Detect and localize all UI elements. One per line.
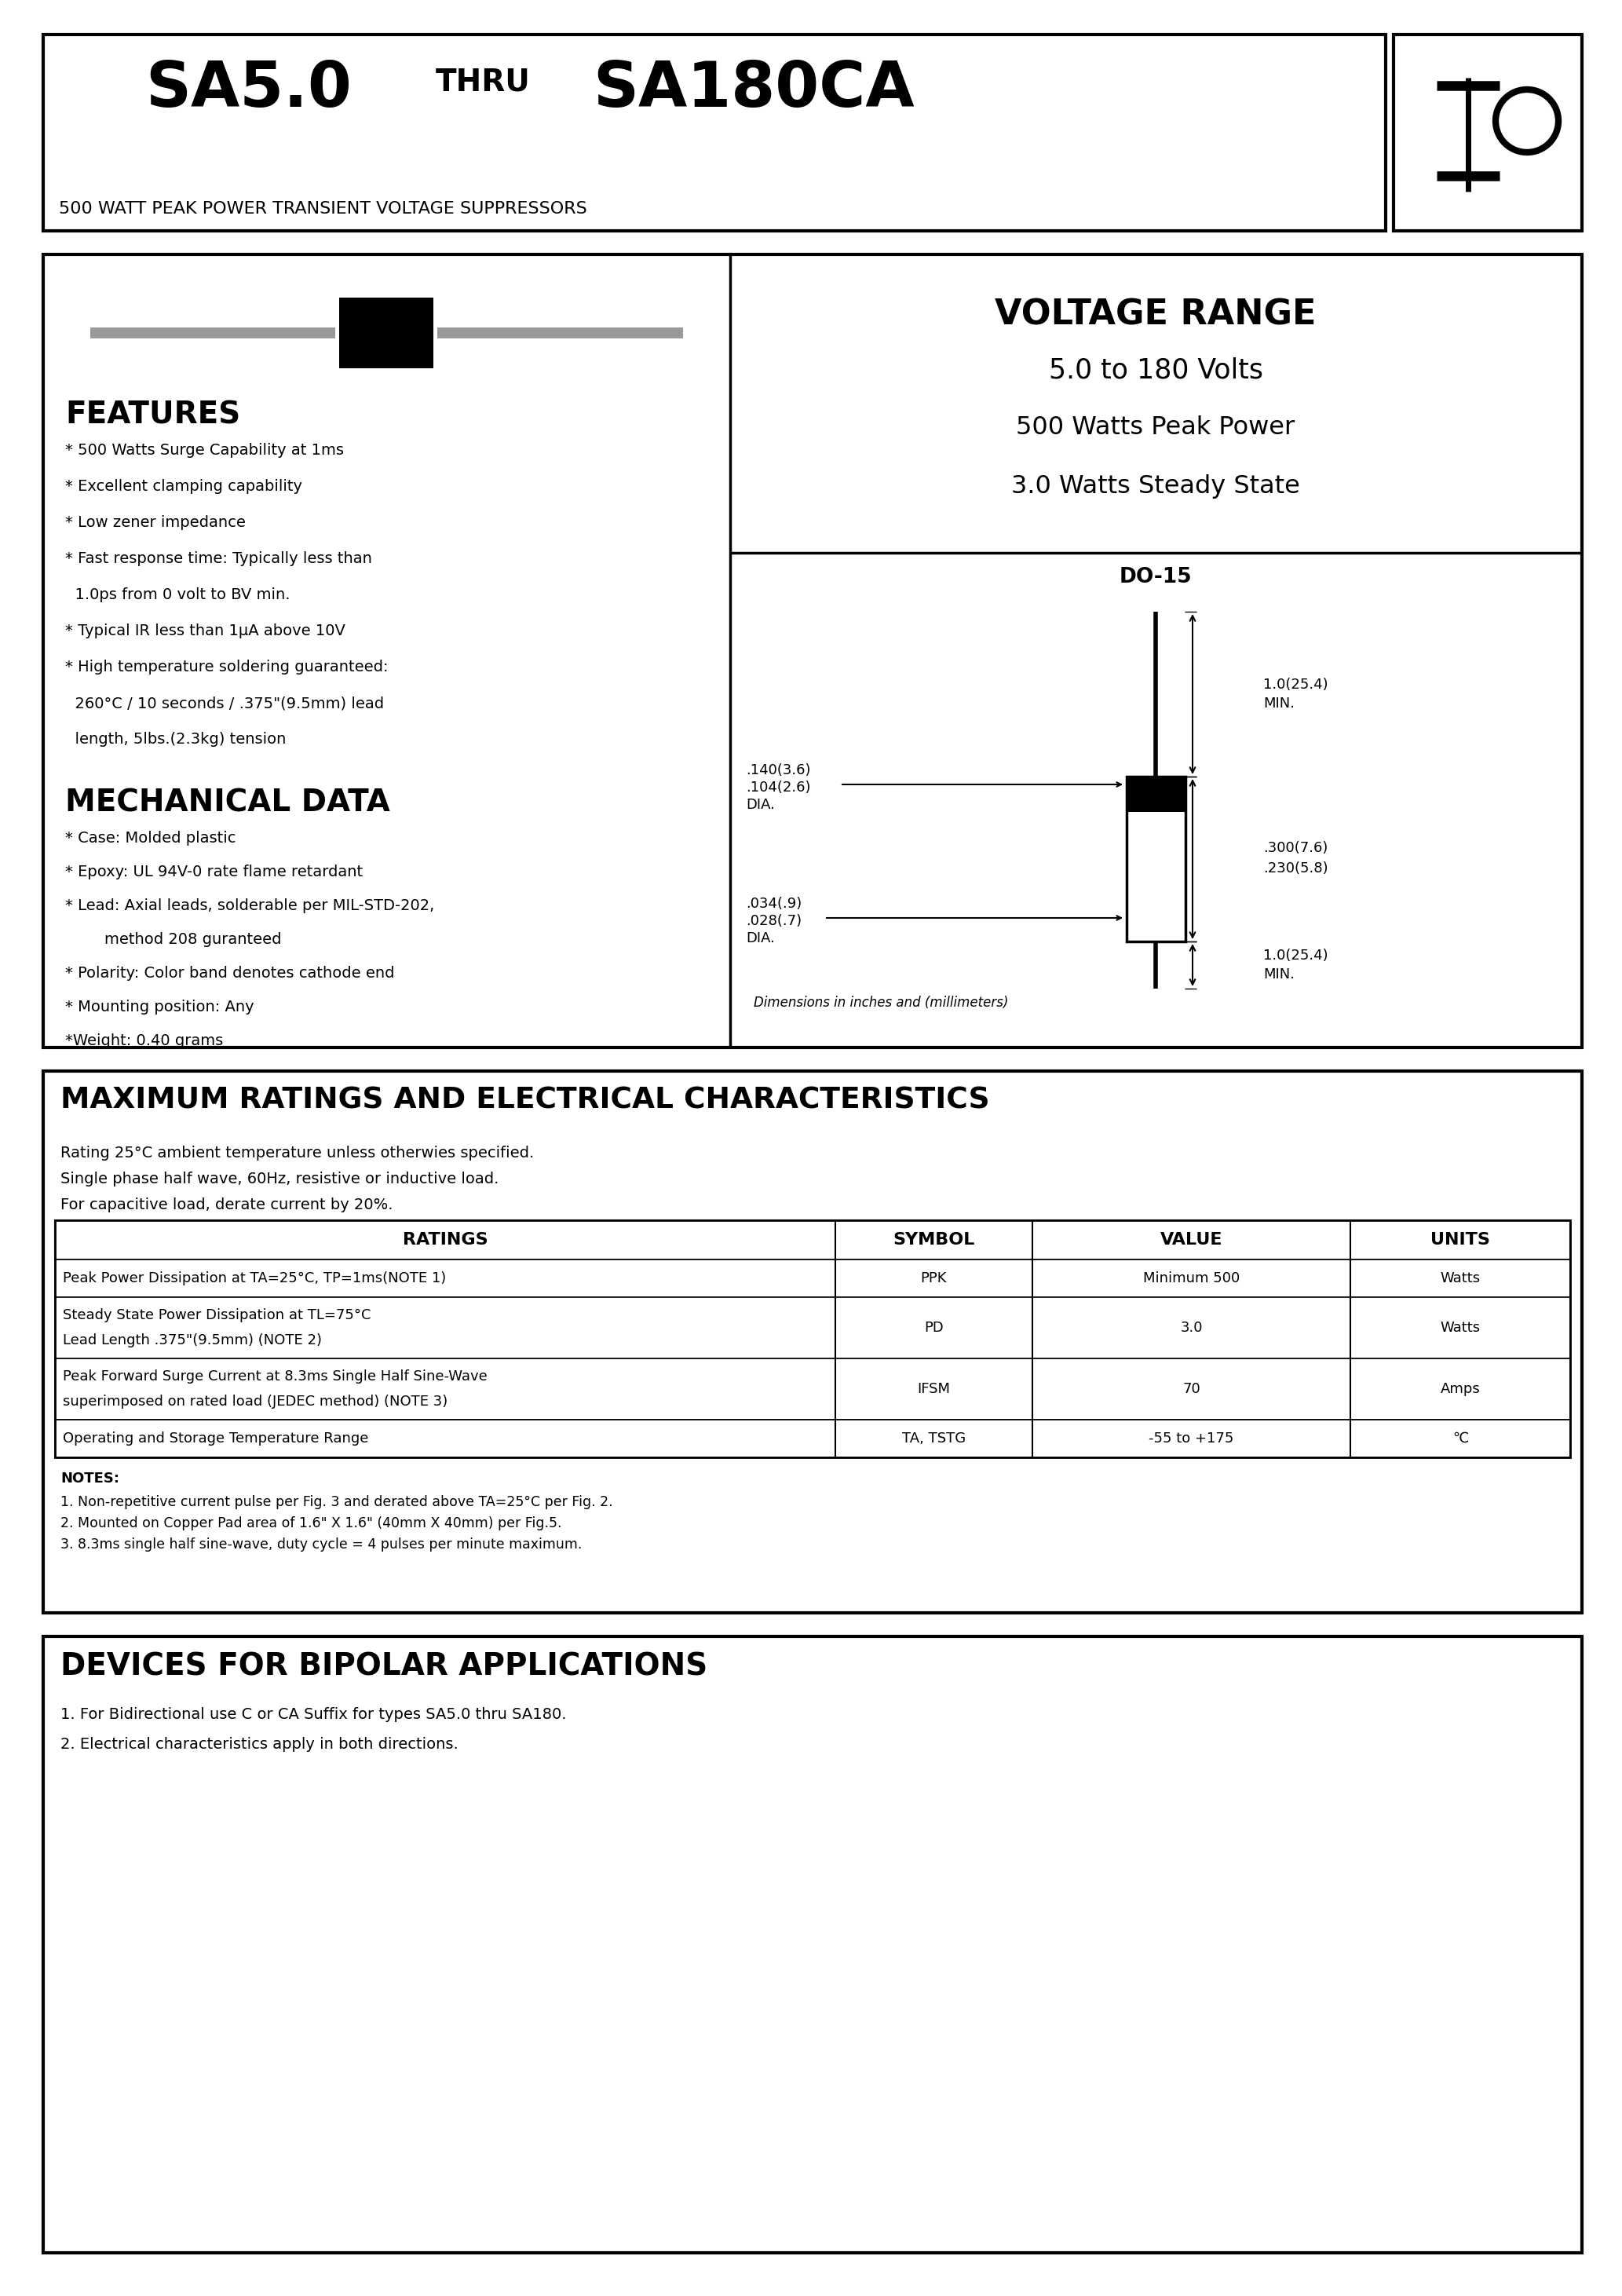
Text: 2. Mounted on Copper Pad area of 1.6" X 1.6" (40mm X 40mm) per Fig.5.: 2. Mounted on Copper Pad area of 1.6" X … [60,1515,561,1531]
Text: VOLTAGE RANGE: VOLTAGE RANGE [994,298,1317,331]
Text: 1.0(25.4): 1.0(25.4) [1264,948,1328,962]
Text: 1. Non-repetitive current pulse per Fig. 3 and derated above TA=25°C per Fig. 2.: 1. Non-repetitive current pulse per Fig.… [60,1495,613,1508]
Text: 2. Electrical characteristics apply in both directions.: 2. Electrical characteristics apply in b… [60,1736,459,1752]
Text: VALUE: VALUE [1160,1233,1223,1247]
Bar [1127,776,1186,941]
Text: * Fast response time: Typically less than: * Fast response time: Typically less tha… [65,551,371,567]
Text: MIN.: MIN. [1264,967,1294,980]
Text: length, 5lbs.(2.3kg) tension: length, 5lbs.(2.3kg) tension [65,732,285,746]
Text: Single phase half wave, 60Hz, resistive or inductive load.: Single phase half wave, 60Hz, resistive … [60,1171,500,1187]
Text: MECHANICAL DATA: MECHANICAL DATA [65,788,391,817]
Text: MIN.: MIN. [1264,696,1294,712]
Text: superimposed on rated load (JEDEC method) (NOTE 3): superimposed on rated load (JEDEC method… [63,1394,448,1410]
Text: ℃: ℃ [1452,1430,1468,1446]
Bar [44,34,1385,232]
Text: DIA.: DIA. [746,932,775,946]
Text: 500 Watts Peak Power: 500 Watts Peak Power [1017,416,1294,441]
Text: SA5.0: SA5.0 [146,60,352,119]
Text: MAXIMUM RATINGS AND ELECTRICAL CHARACTERISTICS: MAXIMUM RATINGS AND ELECTRICAL CHARACTER… [60,1086,989,1116]
Text: 3. 8.3ms single half sine-wave, duty cycle = 4 pulses per minute maximum.: 3. 8.3ms single half sine-wave, duty cyc… [60,1538,582,1552]
Text: NOTES:: NOTES: [60,1472,120,1486]
Bar [44,1637,1581,2252]
Text: 1.0ps from 0 volt to BV min.: 1.0ps from 0 volt to BV min. [65,588,290,602]
Bar [1393,34,1581,232]
Text: * Low zener impedance: * Low zener impedance [65,514,245,530]
Text: Steady State Power Dissipation at TL=75°C: Steady State Power Dissipation at TL=75°… [63,1309,371,1322]
Text: Lead Length .375"(9.5mm) (NOTE 2): Lead Length .375"(9.5mm) (NOTE 2) [63,1334,321,1348]
Text: * Case: Molded plastic: * Case: Molded plastic [65,831,235,845]
Text: Watts: Watts [1440,1320,1481,1334]
Text: FEATURES: FEATURES [65,400,240,429]
Text: PPK: PPK [921,1272,947,1286]
Text: 260°C / 10 seconds / .375"(9.5mm) lead: 260°C / 10 seconds / .375"(9.5mm) lead [65,696,384,712]
Text: SYMBOL: SYMBOL [892,1233,975,1247]
Bar [1127,776,1186,813]
Bar [55,1359,1570,1419]
Text: DIA.: DIA. [746,797,775,813]
Text: Rating 25°C ambient temperature unless otherwies specified.: Rating 25°C ambient temperature unless o… [60,1146,534,1159]
Bar [55,1219,1570,1458]
Text: IFSM: IFSM [918,1382,950,1396]
Text: Minimum 500: Minimum 500 [1144,1272,1239,1286]
Text: For capacitive load, derate current by 20%.: For capacitive load, derate current by 2… [60,1199,393,1212]
Text: Peak Forward Surge Current at 8.3ms Single Half Sine-Wave: Peak Forward Surge Current at 8.3ms Sing… [63,1368,487,1384]
Text: * Excellent clamping capability: * Excellent clamping capability [65,480,302,494]
Text: UNITS: UNITS [1431,1233,1491,1247]
Text: * Lead: Axial leads, solderable per MIL-STD-202,: * Lead: Axial leads, solderable per MIL-… [65,898,435,914]
Text: * Polarity: Color band denotes cathode end: * Polarity: Color band denotes cathode e… [65,967,394,980]
Text: Peak Power Dissipation at TA=25°C, TP=1ms(NOTE 1): Peak Power Dissipation at TA=25°C, TP=1m… [63,1272,446,1286]
Text: *Weight: 0.40 grams: *Weight: 0.40 grams [65,1033,224,1049]
Text: .300(7.6): .300(7.6) [1264,840,1328,854]
Text: TA, TSTG: TA, TSTG [902,1430,965,1446]
Text: SA180CA: SA180CA [592,60,915,119]
Text: DEVICES FOR BIPOLAR APPLICATIONS: DEVICES FOR BIPOLAR APPLICATIONS [60,1653,707,1683]
Text: PD: PD [925,1320,944,1334]
Text: * Typical IR less than 1μA above 10V: * Typical IR less than 1μA above 10V [65,625,345,638]
Text: RATINGS: RATINGS [402,1233,488,1247]
Text: .230(5.8): .230(5.8) [1264,861,1328,875]
Bar [44,255,1581,1047]
Text: THRU: THRU [436,67,530,96]
Text: -55 to +175: -55 to +175 [1148,1430,1234,1446]
Bar [339,298,433,367]
Text: .034(.9): .034(.9) [746,898,801,912]
Text: 5.0 to 180 Volts: 5.0 to 180 Volts [1048,356,1264,383]
Text: 500 WATT PEAK POWER TRANSIENT VOLTAGE SUPPRESSORS: 500 WATT PEAK POWER TRANSIENT VOLTAGE SU… [58,202,587,216]
Text: * High temperature soldering guaranteed:: * High temperature soldering guaranteed: [65,659,388,675]
Text: 1. For Bidirectional use C or CA Suffix for types SA5.0 thru SA180.: 1. For Bidirectional use C or CA Suffix … [60,1708,566,1722]
Text: DO-15: DO-15 [1119,567,1192,588]
Bar [55,1261,1570,1297]
Text: * Mounting position: Any: * Mounting position: Any [65,999,255,1015]
Text: 3.0 Watts Steady State: 3.0 Watts Steady State [1011,475,1301,498]
Text: Amps: Amps [1440,1382,1481,1396]
Text: .104(2.6): .104(2.6) [746,781,811,794]
Bar [44,1070,1581,1612]
Text: Watts: Watts [1440,1272,1481,1286]
Text: * Epoxy: UL 94V-0 rate flame retardant: * Epoxy: UL 94V-0 rate flame retardant [65,866,363,879]
Text: 1.0(25.4): 1.0(25.4) [1264,677,1328,691]
Text: * 500 Watts Surge Capability at 1ms: * 500 Watts Surge Capability at 1ms [65,443,344,457]
Text: .028(.7): .028(.7) [746,914,801,928]
Text: Dimensions in inches and (millimeters): Dimensions in inches and (millimeters) [754,996,1009,1010]
Text: Operating and Storage Temperature Range: Operating and Storage Temperature Range [63,1430,368,1446]
Bar [55,1297,1570,1359]
Bar [55,1419,1570,1458]
Text: 70: 70 [1182,1382,1200,1396]
Text: method 208 guranteed: method 208 guranteed [65,932,282,946]
Text: .140(3.6): .140(3.6) [746,762,811,778]
Text: 3.0: 3.0 [1181,1320,1202,1334]
Bar [55,1219,1570,1261]
